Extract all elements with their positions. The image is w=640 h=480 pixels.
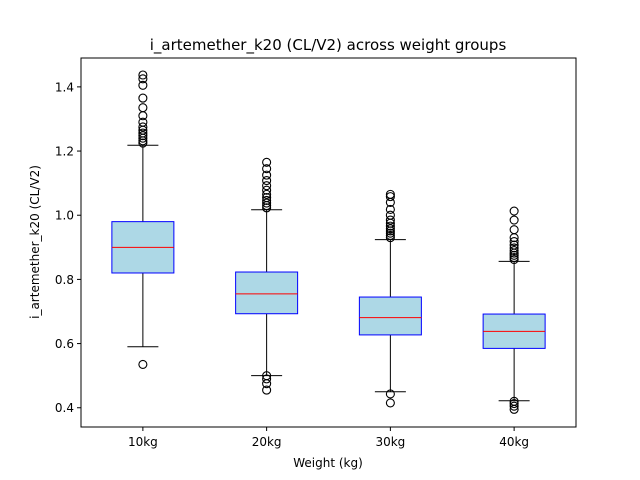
outlier-point	[138, 359, 148, 369]
box-20kg	[235, 157, 299, 395]
outlier-point	[509, 215, 519, 225]
outlier-point	[385, 224, 395, 234]
chart-title: i_artemether_k20 (CL/V2) across weight g…	[150, 36, 507, 55]
y-axis: 0.4 0.6 0.8 1.0 1.2 1.4	[55, 80, 81, 415]
x-tick-label: 30kg	[375, 435, 405, 449]
outlier-point	[138, 131, 148, 141]
y-tick-label: 1.0	[55, 209, 74, 223]
outlier-point	[262, 195, 272, 206]
outlier-point	[509, 253, 519, 263]
x-tick-label: 40kg	[499, 435, 529, 449]
x-tick-label: 10kg	[128, 435, 158, 449]
outlier-point	[262, 185, 272, 195]
plot-area	[80, 57, 577, 428]
outlier-point	[509, 250, 519, 260]
outlier-point	[138, 117, 148, 127]
outlier-point	[138, 80, 148, 90]
outlier-point	[385, 204, 395, 215]
outlier-point	[509, 225, 519, 235]
outlier-point	[509, 245, 519, 256]
y-tick-label: 0.6	[55, 337, 74, 351]
outlier-point	[262, 385, 272, 395]
outlier-point	[138, 70, 148, 80]
iqr-box	[235, 271, 299, 315]
y-tick-label: 1.2	[55, 145, 74, 159]
outlier-point	[385, 215, 395, 225]
outlier-point	[385, 192, 395, 202]
outlier-point	[509, 236, 519, 247]
outlier-point	[385, 389, 395, 399]
outlier-point	[385, 398, 395, 408]
outlier-point	[385, 221, 395, 231]
outlier-point	[385, 228, 395, 238]
outlier-point	[262, 170, 272, 180]
outlier-point	[262, 181, 272, 191]
box-30kg	[358, 189, 422, 408]
outlier-point	[138, 93, 148, 103]
outlier-point	[509, 396, 519, 406]
outlier-point	[509, 240, 519, 250]
y-tick-label: 1.4	[55, 80, 74, 94]
outlier-point	[262, 203, 272, 213]
outlier-point	[138, 122, 148, 132]
outlier-point	[262, 198, 272, 208]
outlier-point	[509, 206, 519, 216]
outlier-point	[262, 164, 272, 174]
box-10kg	[111, 70, 175, 369]
outlier-point	[385, 230, 395, 240]
box-40kg	[482, 206, 546, 414]
outlier-point	[509, 401, 519, 411]
outlier-point	[262, 193, 272, 203]
outlier-point	[385, 210, 395, 220]
outlier-point	[262, 176, 272, 186]
outlier-point	[262, 157, 272, 167]
y-tick-label: 0.4	[55, 401, 74, 415]
outlier-point	[138, 128, 148, 138]
y-tick-label: 0.8	[55, 273, 74, 287]
outlier-point	[509, 243, 519, 253]
outlier-point	[138, 74, 148, 84]
x-tick-label: 20kg	[252, 435, 282, 449]
x-axis-label: Weight (kg)	[293, 456, 363, 470]
y-axis-label: i_artemether_k20 (CL/V2)	[28, 165, 42, 319]
outlier-point	[262, 189, 272, 199]
outlier-point	[262, 371, 272, 381]
iqr-box	[358, 296, 422, 336]
outlier-point	[385, 189, 395, 199]
outlier-point	[385, 233, 395, 243]
x-axis: 10kg 20kg 30kg 40kg	[128, 427, 529, 449]
outlier-point	[138, 103, 148, 113]
outlier-point	[509, 399, 519, 409]
boxes-group	[111, 70, 546, 414]
outlier-point	[262, 374, 272, 384]
outlier-point	[138, 138, 148, 148]
